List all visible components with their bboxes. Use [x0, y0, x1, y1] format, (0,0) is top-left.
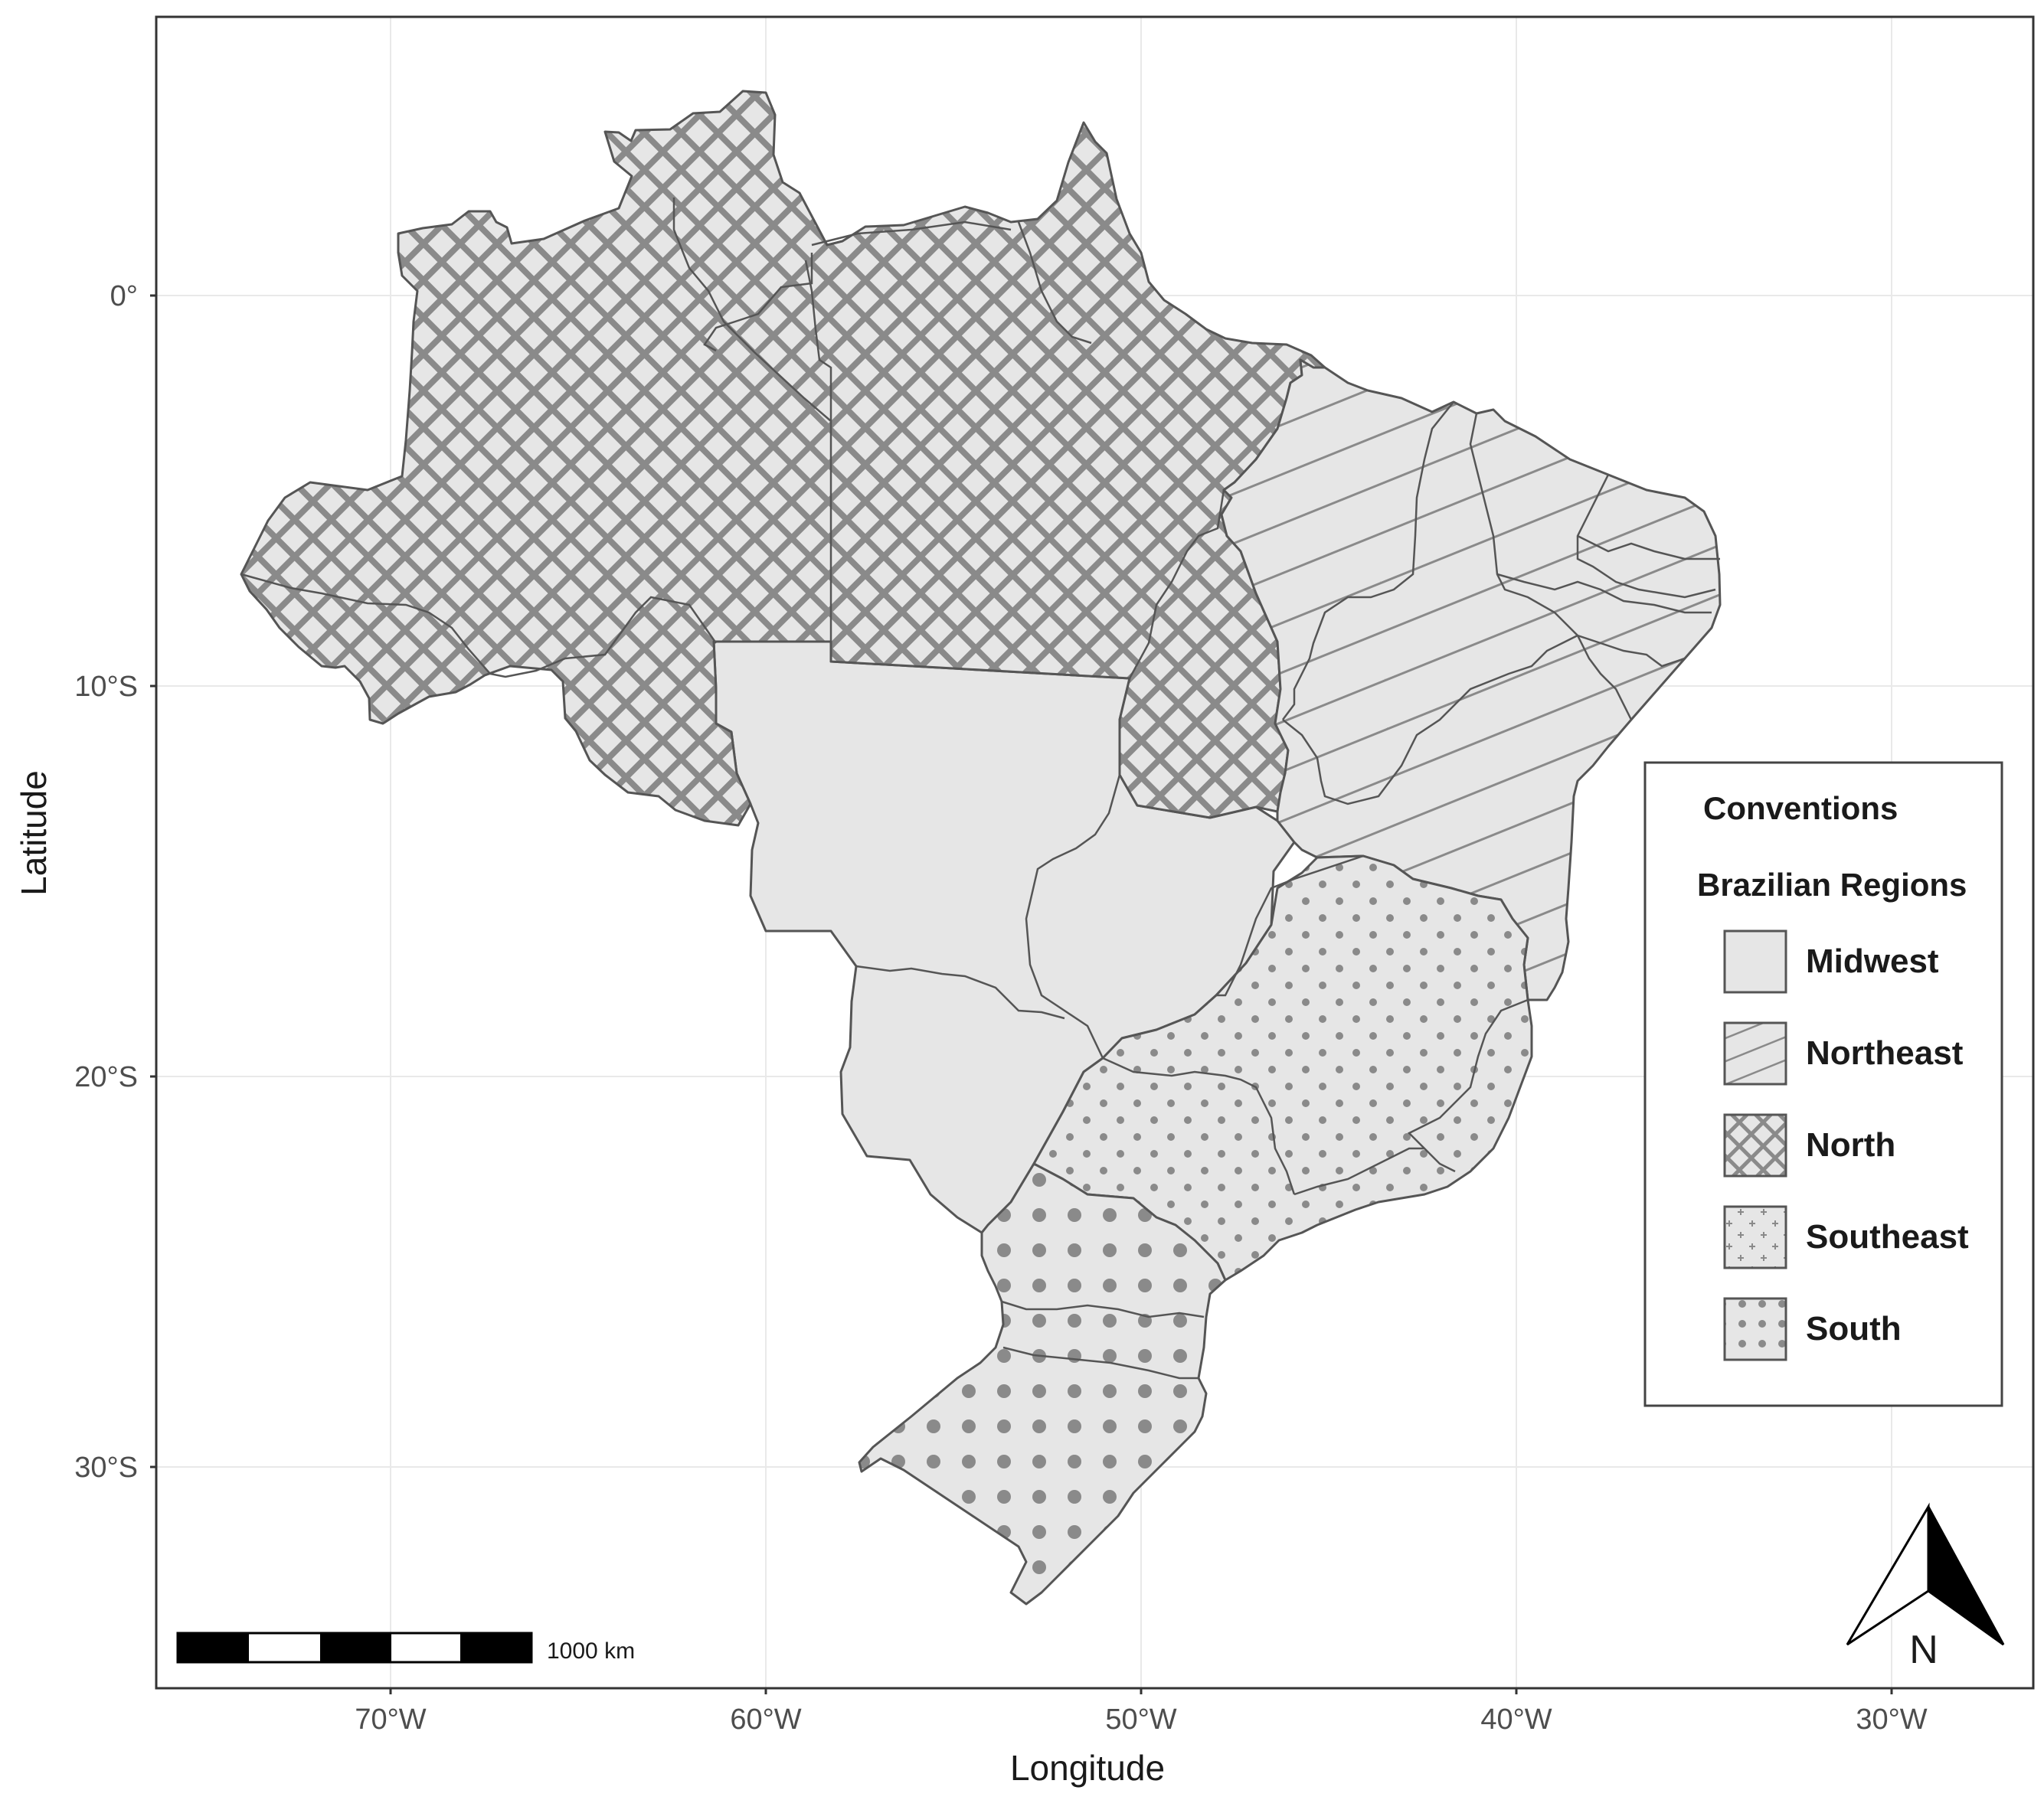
x-tick-label: 70°W: [355, 1704, 426, 1736]
legend-item-south: South: [1723, 1297, 1902, 1361]
y-tick-label: 10°S: [74, 671, 138, 703]
legend-item-midwest: Midwest: [1723, 929, 1939, 994]
region-southeast: [1032, 854, 1533, 1282]
scale-bar: 1000 km: [176, 1632, 635, 1664]
legend-item-southeast: Southeast: [1723, 1205, 1969, 1269]
scale-bar-label: 1000 km: [547, 1638, 635, 1664]
region-south: [858, 1162, 1227, 1606]
legend-title: Conventions: [1703, 790, 1898, 826]
legend-swatch-north: [1723, 1113, 1787, 1178]
y-tick-label: 30°S: [74, 1452, 138, 1484]
legend-label-north: North: [1806, 1126, 1895, 1164]
legend-swatch-south: [1723, 1297, 1787, 1361]
legend-label-south: South: [1806, 1310, 1902, 1348]
y-tick-label: 0°: [110, 280, 138, 312]
legend-swatch-midwest: [1723, 929, 1787, 994]
legend-label-midwest: Midwest: [1806, 942, 1939, 980]
x-tick-label: 40°W: [1480, 1704, 1552, 1736]
x-tick-labels: 70°W 60°W 50°W 40°W 30°W: [355, 1704, 1927, 1736]
legend-label-northeast: Northeast: [1806, 1034, 1964, 1072]
legend-box: [1643, 761, 2003, 1407]
x-tick-label: 50°W: [1105, 1704, 1176, 1736]
legend-item-northeast: Northeast: [1723, 1021, 1964, 1086]
north-arrow-icon: N: [1846, 1502, 2005, 1672]
axis-ticks: [150, 294, 1893, 1694]
y-tick-label: 20°S: [74, 1061, 138, 1093]
legend-swatch-southeast: [1723, 1205, 1787, 1269]
legend-label-southeast: Southeast: [1806, 1218, 1969, 1256]
legend: Conventions Brazilian Regions Midwest No…: [1643, 761, 2003, 1407]
legend-swatch-northeast: [1723, 1021, 1787, 1086]
x-tick-label: 30°W: [1856, 1704, 1927, 1736]
north-arrow-label: N: [1909, 1628, 1938, 1672]
x-axis-title: Longitude: [1010, 1748, 1165, 1788]
legend-item-north: North: [1723, 1113, 1895, 1178]
legend-subtitle: Brazilian Regions: [1697, 867, 1967, 903]
y-tick-labels: 0° 10°S 20°S 30°S: [74, 280, 138, 1484]
x-tick-label: 60°W: [730, 1704, 801, 1736]
map-frame: [155, 15, 2035, 1690]
y-axis-title: Latitude: [14, 770, 54, 896]
